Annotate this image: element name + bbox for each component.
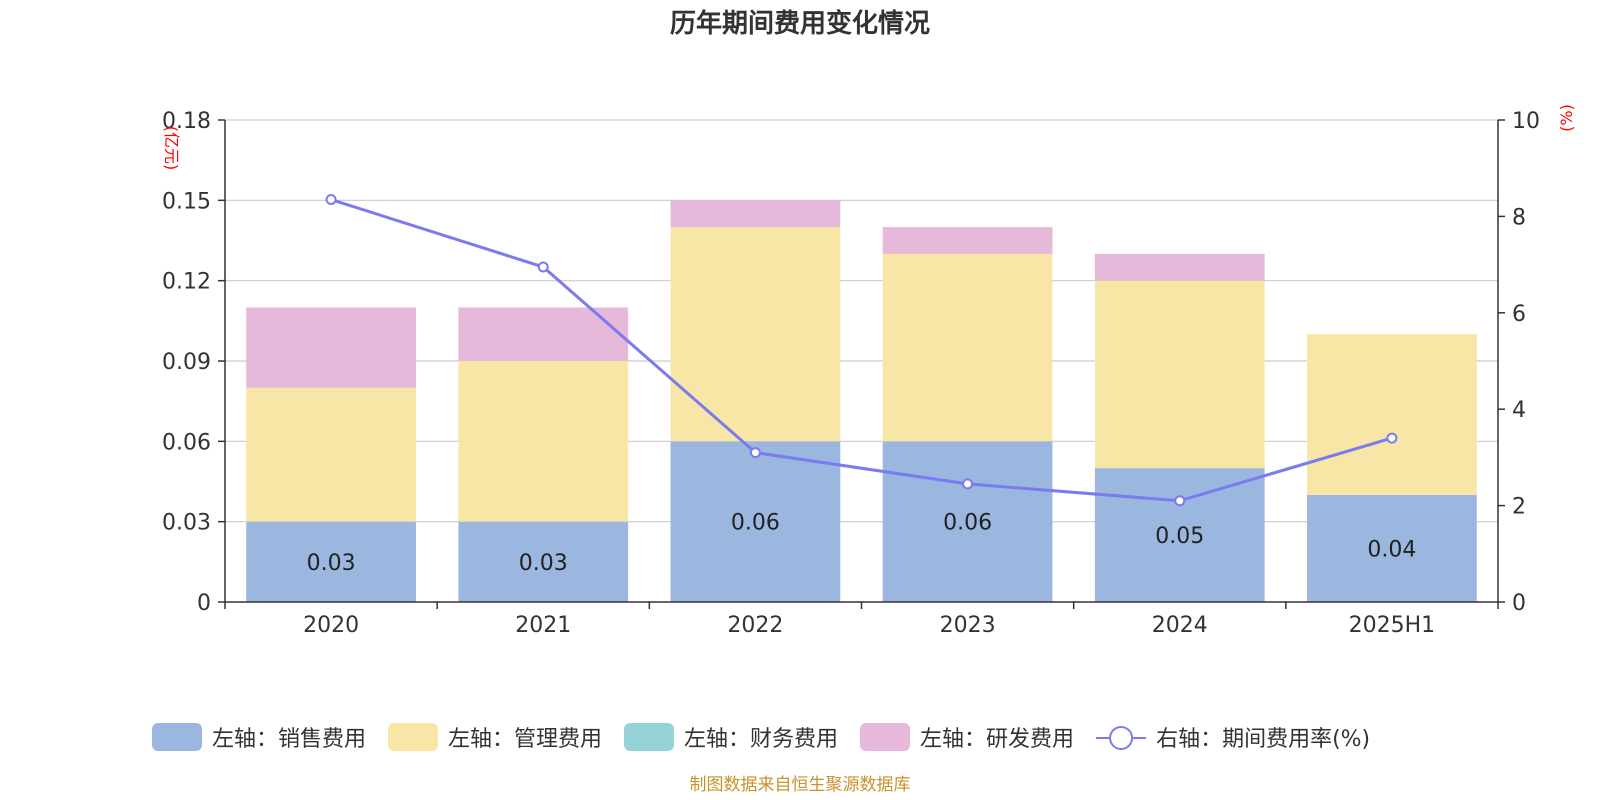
rate-point <box>325 194 337 206</box>
data-label: 0.04 <box>1367 537 1416 562</box>
bar-segment <box>458 521 629 602</box>
legend-swatch <box>152 723 202 751</box>
right-tick-label: 6 <box>1512 302 1526 327</box>
legend: 左轴：销售费用 左轴：管理费用 左轴：财务费用 左轴：研发费用 右轴：期间费用率(%) <box>152 723 1370 752</box>
bar-segment <box>1094 253 1265 281</box>
chart-title: 历年期间费用变化情况 <box>670 8 930 39</box>
bar-segment <box>882 227 1053 254</box>
legend-label: 右轴：期间费用率(%) <box>1156 727 1370 752</box>
data-label: 0.06 <box>731 511 780 536</box>
x-tick-label: 2022 <box>727 613 783 638</box>
line-layer <box>325 194 1398 507</box>
bar-segment <box>458 307 629 361</box>
left-tick-label: 0.03 <box>162 511 211 536</box>
right-tick-label: 0 <box>1512 591 1526 616</box>
bar-segment <box>246 387 416 522</box>
bar-segment <box>670 441 841 602</box>
legend-label: 左轴：财务费用 <box>684 727 838 752</box>
bar-segment <box>246 307 416 388</box>
data-label: 0.05 <box>1155 524 1204 549</box>
left-tick-label: 0 <box>197 591 211 616</box>
rate-point <box>962 478 974 490</box>
rate-point <box>1386 432 1398 444</box>
x-tick-label: 2021 <box>515 613 571 638</box>
right-tick-label: 8 <box>1512 205 1526 230</box>
grid-lines <box>225 119 1498 523</box>
left-tick-label: 0.15 <box>162 189 211 214</box>
right-tick-label: 2 <box>1512 495 1526 520</box>
right-axis-unit: (%) <box>1557 104 1576 132</box>
right-tick-label: 10 <box>1512 109 1540 134</box>
left-tick-label: 0.06 <box>162 430 211 455</box>
bar-segment <box>1094 468 1265 602</box>
legend-label: 左轴：销售费用 <box>212 727 366 752</box>
bar-segment <box>670 200 841 228</box>
data-label: 0.03 <box>519 551 568 576</box>
x-tick-label: 2020 <box>303 613 359 638</box>
source-note: 制图数据来自恒生聚源数据库 <box>690 775 911 795</box>
bars-layer <box>246 200 1477 602</box>
left-tick-label: 0.18 <box>162 109 211 134</box>
bar-segment <box>1094 280 1265 469</box>
bar-segment <box>882 253 1053 442</box>
right-tick-label: 4 <box>1512 398 1526 423</box>
rate-point <box>749 447 761 459</box>
left-tick-label: 0.12 <box>162 270 211 295</box>
bar-segment <box>1307 494 1477 602</box>
bar-segment <box>882 441 1053 602</box>
left-axis-unit: (亿元) <box>162 126 181 171</box>
data-label: 0.03 <box>307 551 356 576</box>
x-tick-label: 2023 <box>940 613 996 638</box>
rate-point <box>1174 495 1186 507</box>
bar-segment <box>670 227 841 442</box>
data-label: 0.06 <box>943 511 992 536</box>
legend-swatch <box>624 723 675 751</box>
rate-line <box>330 198 1393 503</box>
bar-segment <box>1307 334 1477 495</box>
left-tick-label: 0.09 <box>162 350 211 375</box>
rate-point <box>537 261 549 273</box>
axes-layer: 0 0.03 0.06 0.09 0.12 0.15 0.18 0 2 4 6 8 10 2020 2021… <box>162 109 1540 638</box>
bar-segment <box>458 361 629 522</box>
legend-label: 左轴：研发费用 <box>920 727 1074 752</box>
data-labels-layer: 0.03 0.03 0.06 0.06 0.05 0.04 <box>307 511 1417 576</box>
legend-label: 左轴：管理费用 <box>448 727 602 752</box>
x-tick-label: 2025H1 <box>1349 613 1436 638</box>
legend-swatch <box>388 723 439 751</box>
legend-marker <box>1109 726 1134 750</box>
legend-swatch <box>860 723 911 751</box>
x-tick-label: 2024 <box>1152 613 1208 638</box>
bar-segment <box>246 521 416 602</box>
